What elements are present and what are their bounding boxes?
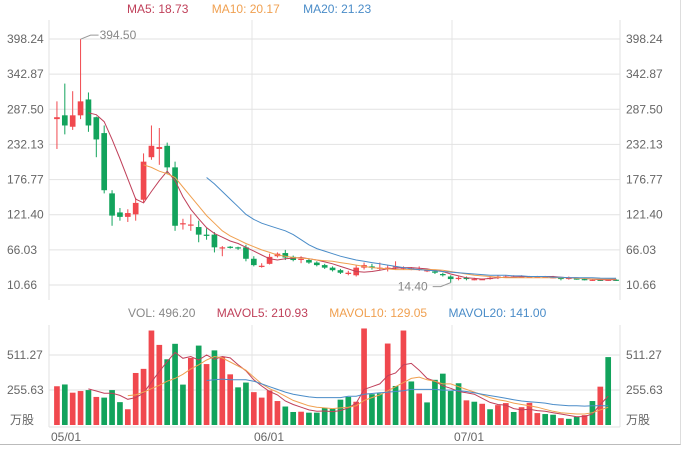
svg-text:121.40: 121.40 xyxy=(7,208,44,222)
svg-text:511.27: 511.27 xyxy=(626,348,662,362)
svg-text:10.66: 10.66 xyxy=(626,278,656,292)
legend-vol: VOL: 496.20 xyxy=(128,306,196,320)
moving-average-lines xyxy=(88,112,617,281)
legend-mavol20: MAVOL20: 141.00 xyxy=(448,306,547,320)
price-annotations: 394.50 14.40 xyxy=(80,28,451,294)
svg-text:07/01: 07/01 xyxy=(454,430,484,444)
legend-mavol10: MAVOL10: 129.05 xyxy=(329,306,428,320)
svg-text:398.24: 398.24 xyxy=(7,32,44,46)
svg-text:66.03: 66.03 xyxy=(626,243,656,257)
svg-text:66.03: 66.03 xyxy=(7,243,37,257)
x-axis: 05/01 06/01 07/01 xyxy=(51,430,484,444)
volume-legend: VOL: 496.20 MAVOL5: 210.93 MAVOL10: 129.… xyxy=(128,306,546,320)
volume-bars xyxy=(54,328,612,425)
svg-text:394.50: 394.50 xyxy=(100,28,137,42)
legend-ma10: MA10: 20.17 xyxy=(211,2,280,16)
price-y-axis: 398.24 398.24 342.87 342.87 287.50 287.50 232.… xyxy=(7,32,663,292)
svg-text:06/01: 06/01 xyxy=(254,430,284,444)
svg-text:14.40: 14.40 xyxy=(398,280,428,294)
svg-text:287.50: 287.50 xyxy=(626,102,663,116)
svg-text:121.40: 121.40 xyxy=(626,208,663,222)
svg-text:232.13: 232.13 xyxy=(626,137,663,151)
svg-text:342.87: 342.87 xyxy=(7,67,44,81)
legend-ma20: MA20: 21.23 xyxy=(303,2,372,16)
svg-text:511.27: 511.27 xyxy=(7,348,43,362)
svg-text:176.77: 176.77 xyxy=(7,173,44,187)
legend-ma5: MA5: 18.73 xyxy=(127,2,189,16)
svg-text:10.66: 10.66 xyxy=(7,278,37,292)
volume-y-axis: 511.27 511.27 255.63 255.63 万股 万股 xyxy=(7,348,663,427)
price-legend: MA5: 18.73 MA10: 20.17 MA20: 21.23 xyxy=(127,2,371,16)
svg-text:287.50: 287.50 xyxy=(7,102,44,116)
svg-text:255.63: 255.63 xyxy=(626,383,663,397)
volume-ma-lines xyxy=(88,351,609,418)
svg-text:232.13: 232.13 xyxy=(7,137,44,151)
svg-text:05/01: 05/01 xyxy=(51,430,81,444)
legend-mavol5: MAVOL5: 210.93 xyxy=(216,306,308,320)
svg-text:万股: 万股 xyxy=(626,413,650,427)
svg-text:176.77: 176.77 xyxy=(626,173,663,187)
svg-text:255.63: 255.63 xyxy=(7,383,44,397)
svg-text:398.24: 398.24 xyxy=(626,32,663,46)
svg-text:342.87: 342.87 xyxy=(626,67,663,81)
svg-text:万股: 万股 xyxy=(10,413,34,427)
candlestick-series xyxy=(54,39,619,283)
gridlines xyxy=(48,20,621,428)
